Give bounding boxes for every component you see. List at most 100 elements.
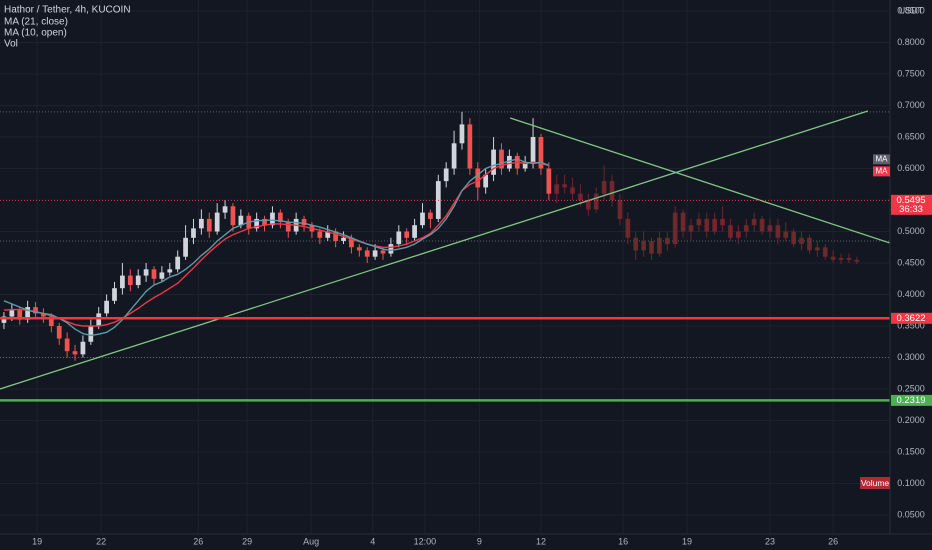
candle-body	[285, 222, 291, 232]
candle-body	[538, 137, 544, 169]
x-tick-label: 26	[828, 536, 838, 546]
x-tick-label: 9	[477, 536, 482, 546]
candle-body	[649, 240, 654, 254]
y-tick-label: 0.2500	[897, 383, 925, 393]
currency-label: USDT	[899, 5, 924, 15]
candle-body	[775, 225, 781, 238]
candle-body	[846, 257, 852, 260]
x-tick-label: Aug	[303, 536, 319, 546]
candle-body	[349, 237, 354, 248]
candle-body	[143, 269, 149, 276]
candle-body	[657, 237, 662, 254]
candle-body	[633, 237, 639, 251]
x-tick-label: 26	[193, 536, 203, 546]
x-tick-label: 4	[370, 536, 375, 546]
candle-body	[475, 168, 481, 188]
candle-body	[48, 316, 54, 326]
price-tag	[891, 394, 932, 406]
ma-tag-label: MA	[876, 154, 889, 163]
candle-body	[751, 218, 757, 226]
candle-body	[767, 225, 773, 232]
countdown-label: 36:33	[899, 204, 923, 215]
x-tick-label: 23	[765, 536, 775, 546]
y-tick-label: 0.5000	[897, 226, 925, 236]
candle-body	[688, 225, 694, 232]
ma-line	[3, 158, 550, 337]
price-tag	[891, 194, 932, 215]
candle-body	[499, 149, 504, 169]
candle-body	[333, 231, 338, 241]
candle-body	[56, 325, 62, 339]
candle-body	[799, 237, 804, 245]
candle-body	[546, 168, 552, 194]
candle-body	[696, 218, 702, 226]
candle-body	[578, 193, 583, 201]
candle-body	[617, 200, 623, 219]
candle-body	[238, 215, 244, 226]
candle-body	[822, 247, 828, 257]
candle-body	[625, 218, 631, 238]
y-tick-label: 0.4500	[897, 257, 925, 267]
candle-body	[1, 316, 7, 323]
candle-body	[277, 212, 283, 223]
volume-label: Volume	[861, 478, 890, 488]
candle-body	[33, 307, 38, 314]
y-tick-label: 0.3000	[897, 352, 925, 362]
candle-body	[593, 193, 599, 210]
candle-body	[530, 137, 536, 163]
candle-body	[135, 275, 141, 286]
candle-body	[317, 231, 323, 238]
candle-body	[814, 247, 820, 251]
candle-body	[396, 231, 402, 245]
price-tag	[891, 312, 932, 324]
candle-body	[570, 187, 575, 194]
y-tick-label: 0.7000	[897, 100, 925, 110]
candle-body	[199, 218, 204, 229]
y-tick-label: 0.2000	[897, 415, 925, 425]
candle-body	[222, 206, 228, 213]
price-tag-label: 0.5495	[896, 195, 925, 206]
candle-body	[120, 275, 125, 289]
trend-line	[0, 110, 869, 390]
candle-body	[522, 162, 528, 169]
candle-body	[704, 218, 710, 232]
candle-body	[680, 212, 686, 232]
chart-title: Hathor / Tether, 4h, KUCOIN	[4, 5, 131, 16]
y-tick-label: 0.1500	[897, 446, 925, 456]
x-tick-label: 19	[32, 536, 42, 546]
x-tick-label: 19	[682, 536, 692, 546]
candle-body	[356, 247, 362, 251]
candle-body	[17, 310, 23, 320]
candle-body	[759, 218, 765, 232]
candle-body	[104, 300, 109, 314]
candle-body	[467, 124, 473, 169]
candle-body	[838, 257, 844, 260]
y-tick-label: 0.1000	[897, 478, 925, 488]
x-tick-label: 16	[618, 536, 628, 546]
candle-body	[720, 218, 725, 226]
candle-body	[491, 149, 496, 175]
y-tick-label: 0.6000	[897, 163, 925, 173]
candle-body	[712, 218, 718, 232]
candle-body	[641, 240, 646, 251]
candle-body	[554, 184, 560, 194]
y-tick-label: 0.7500	[897, 68, 925, 78]
candle-body	[664, 237, 670, 245]
candle-body	[254, 218, 260, 229]
candle-body	[459, 124, 465, 144]
price-tag-label: 0.3622	[896, 313, 925, 324]
candle-body	[483, 174, 489, 188]
candle-body	[9, 310, 15, 317]
ma-tag	[873, 154, 890, 165]
candle-body	[609, 181, 615, 201]
ma-tag	[873, 166, 890, 177]
candle-body	[372, 250, 378, 257]
candle-body	[301, 218, 307, 226]
candle-body	[127, 275, 133, 286]
candle-body	[412, 225, 417, 238]
candle-body	[783, 231, 789, 238]
y-tick-label: 0.0500	[897, 509, 925, 519]
y-tick-label: 0.3500	[897, 320, 925, 330]
